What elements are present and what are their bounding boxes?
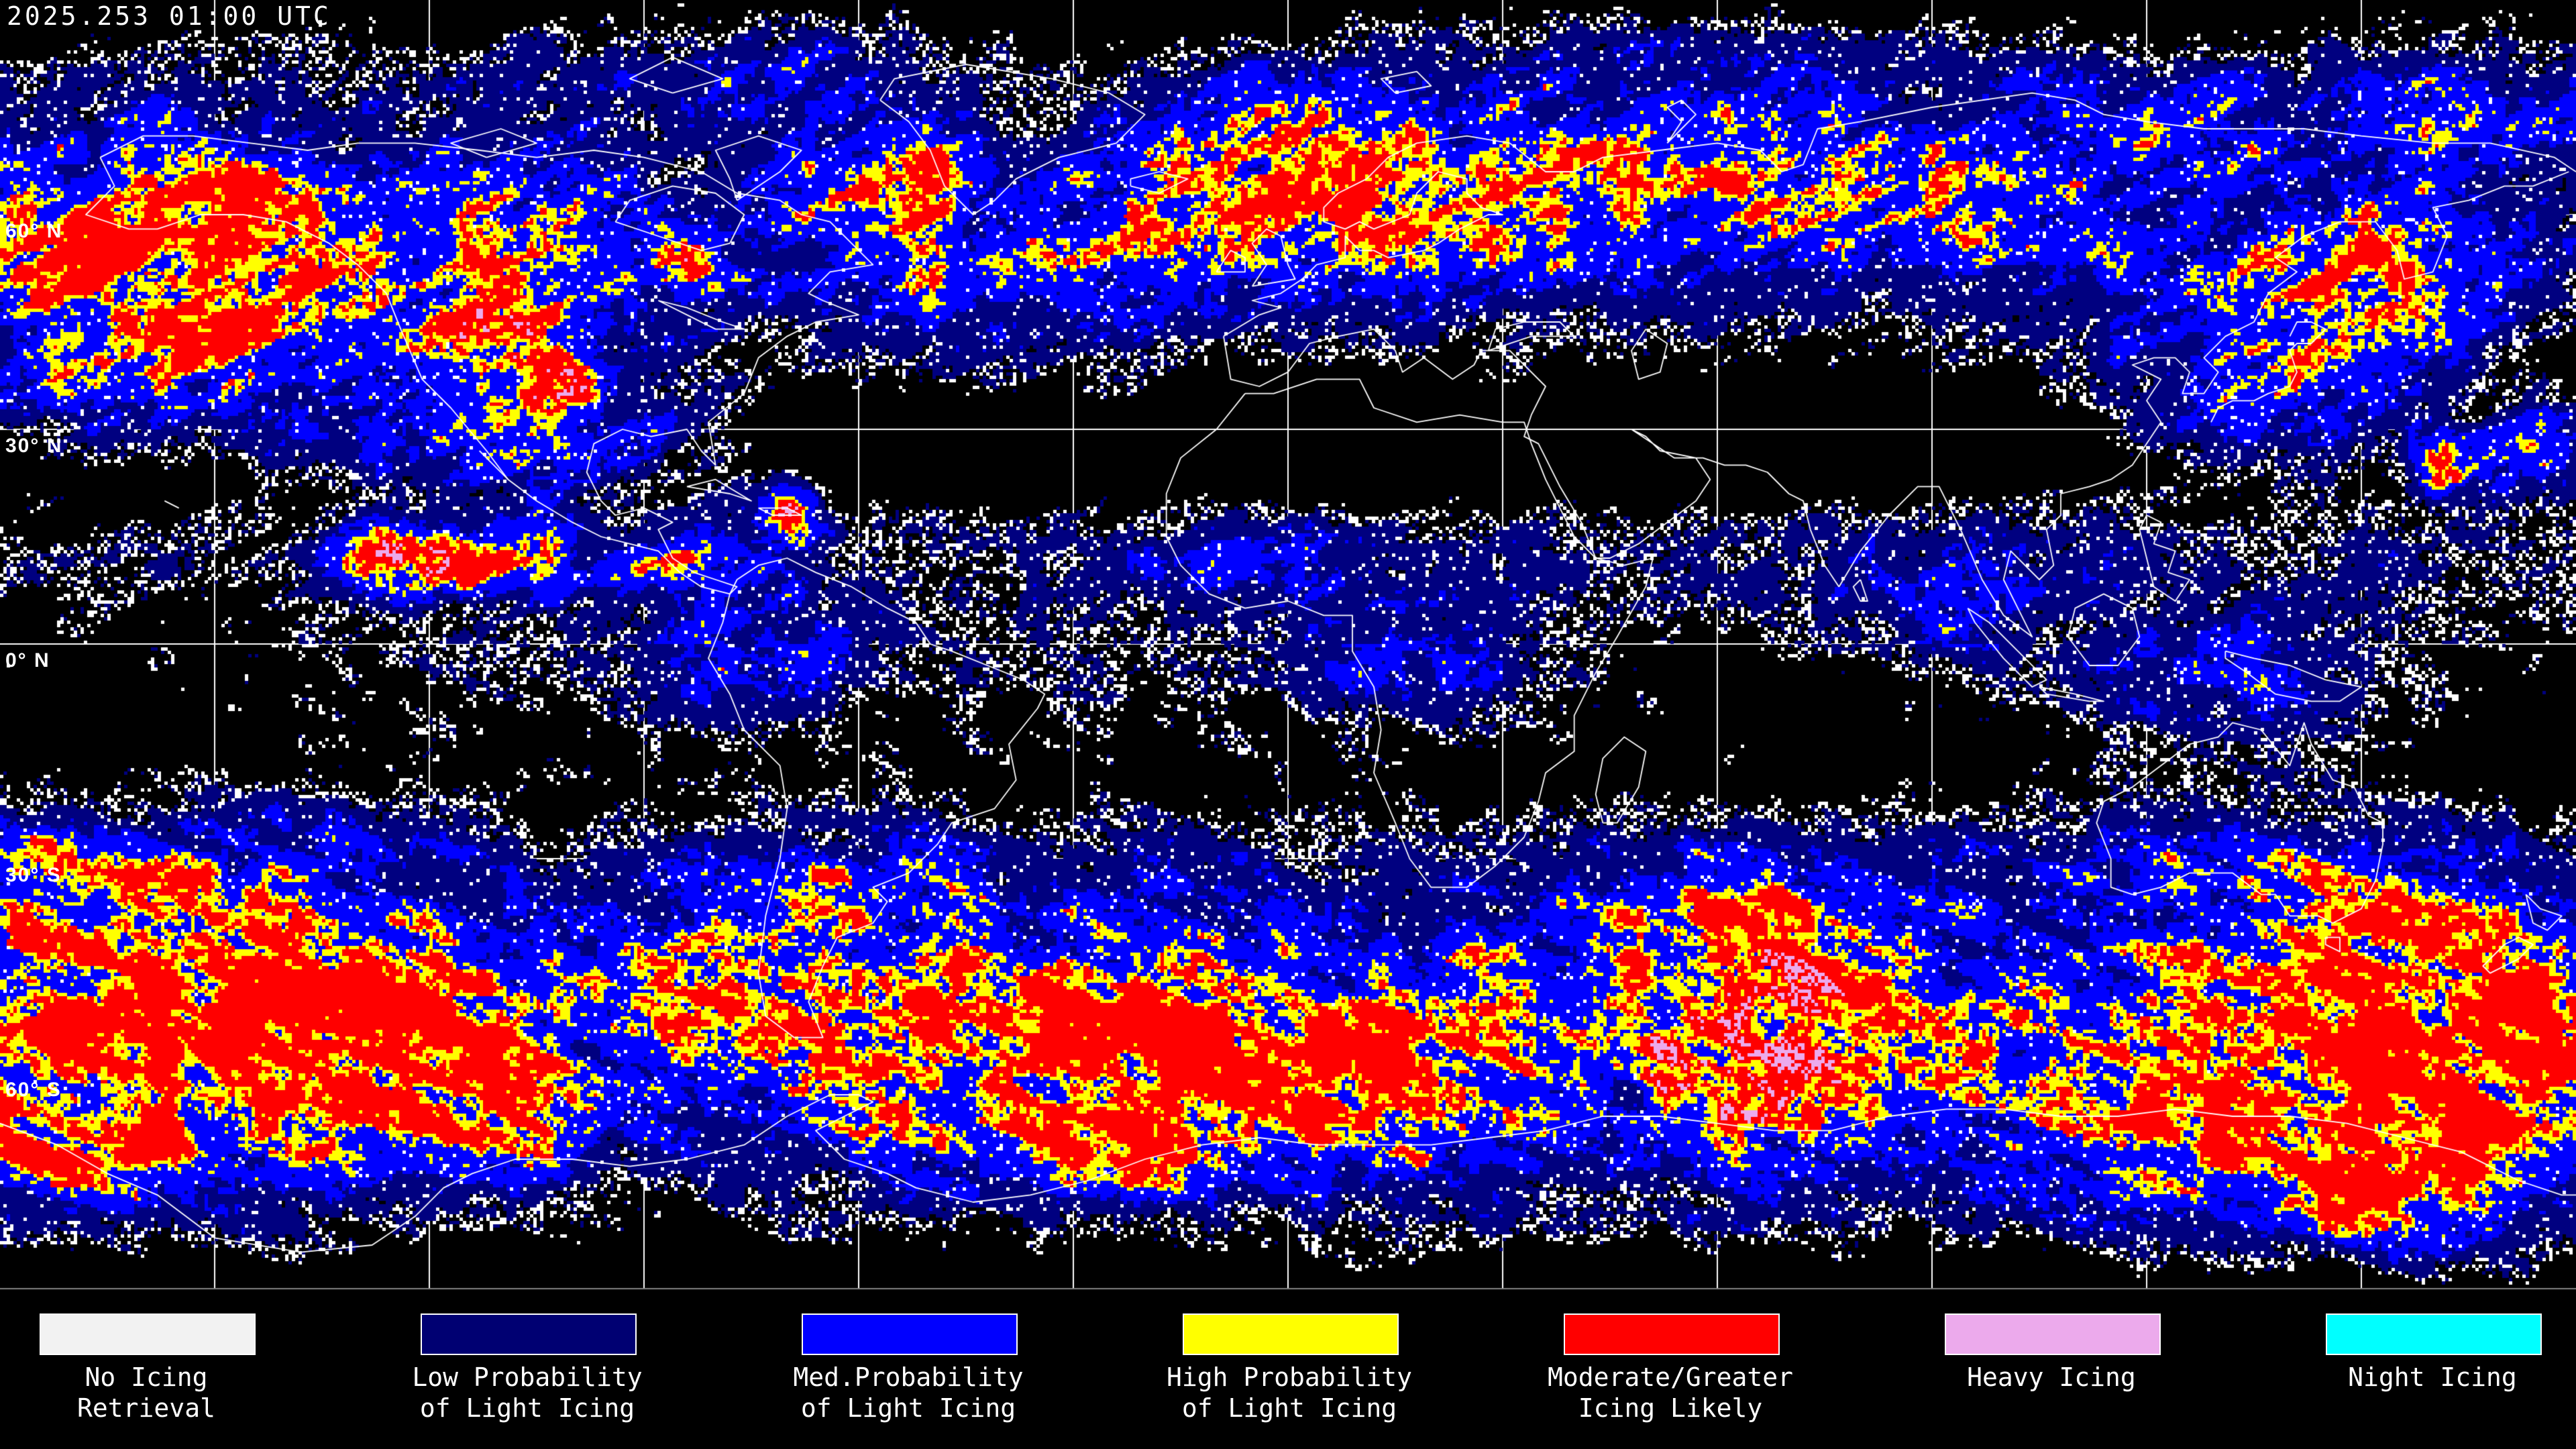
legend-label-no-icing: No Icing Retrieval <box>77 1362 215 1423</box>
timestamp: 2025.253 01:00 UTC <box>7 1 331 31</box>
legend-swatch-high-prob <box>1183 1313 1399 1355</box>
legend-label-low-prob: Low Probability of Light Icing <box>412 1362 643 1423</box>
lat-label-30n: 30° N <box>5 435 63 457</box>
lat-label-0n: 0° N <box>5 649 50 672</box>
legend-swatch-heavy <box>1945 1313 2161 1355</box>
legend-swatch-med-prob <box>802 1313 1018 1355</box>
legend-label-high-prob: High Probability of Light Icing <box>1166 1362 1413 1423</box>
lat-label-30s: 30° S <box>5 864 62 886</box>
legend-swatch-night <box>2326 1313 2542 1355</box>
lat-label-60s: 60° S <box>5 1079 62 1101</box>
legend-label-moderate: Moderate/Greater Icing Likely <box>1547 1362 1794 1423</box>
legend-label-night: Night Icing <box>2348 1362 2517 1392</box>
lat-label-60n: 60° N <box>5 220 63 242</box>
legend-swatch-no-icing <box>40 1313 256 1355</box>
legend-label-med-prob: Med.Probability of Light Icing <box>793 1362 1024 1423</box>
legend-swatch-moderate <box>1564 1313 1780 1355</box>
legend-label-heavy: Heavy Icing <box>1967 1362 2136 1392</box>
legend-swatch-low-prob <box>421 1313 637 1355</box>
